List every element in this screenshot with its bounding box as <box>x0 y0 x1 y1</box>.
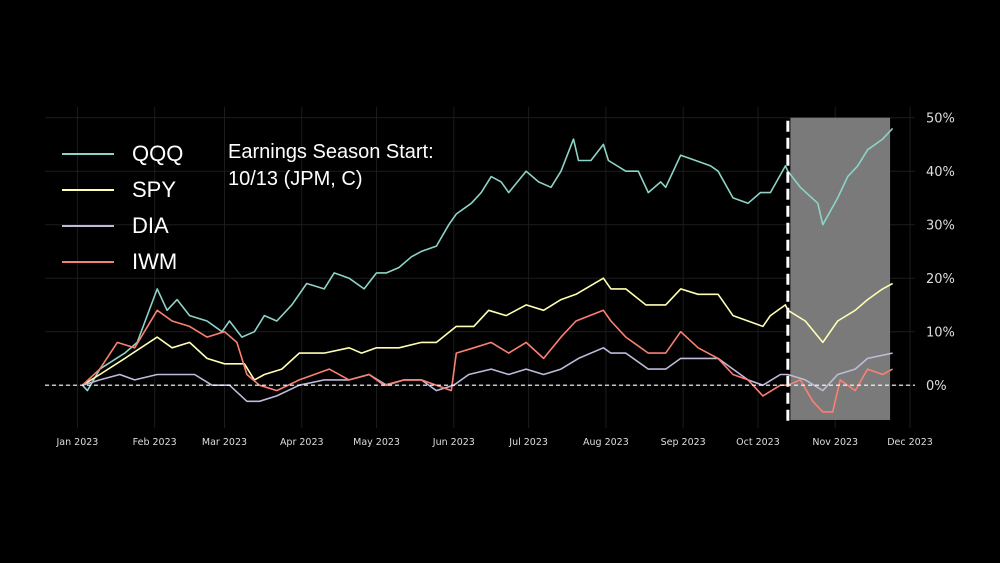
series-line-iwm <box>81 309 893 413</box>
y-tick-label: 40% <box>926 165 955 180</box>
legend-item-iwm: IWM <box>62 244 183 280</box>
x-axis: Jan 2023 Feb 2023 Mar 2023 Apr 2023 May 2023… <box>55 437 932 448</box>
earnings-season-shaded-region <box>790 117 891 420</box>
legend-swatch <box>62 153 114 155</box>
x-tick-label: Nov 2023 <box>812 437 858 448</box>
x-tick-label: Sep 2023 <box>661 437 706 448</box>
annotation: Earnings Season Start: 10/13 (JPM, C) <box>228 139 434 193</box>
legend-label: QQQ <box>132 141 184 166</box>
x-tick-label: Mar 2023 <box>202 437 247 448</box>
x-tick-label: Jun 2023 <box>432 437 475 448</box>
y-tick-label: 0% <box>926 379 947 394</box>
annotation-line-1: Earnings Season Start: <box>228 141 434 163</box>
reference-lines <box>45 120 915 422</box>
x-tick-label: Jul 2023 <box>508 437 548 448</box>
x-tick-label: Oct 2023 <box>736 437 780 448</box>
x-tick-label: May 2023 <box>353 437 400 448</box>
legend-item-qqq: QQQ <box>62 136 183 172</box>
series-line-qqq <box>81 127 894 392</box>
legend-label: IWM <box>132 249 178 274</box>
legend-item-dia: DIA <box>62 208 183 244</box>
x-tick-label: Apr 2023 <box>280 437 324 448</box>
shaded-region-layer <box>790 117 891 420</box>
legend-item-spy: SPY <box>62 172 183 208</box>
x-tick-label: Feb 2023 <box>133 437 177 448</box>
y-tick-label: 20% <box>926 272 955 287</box>
annotation-line-2: 10/13 (JPM, C) <box>228 168 363 190</box>
legend-label: DIA <box>132 213 169 238</box>
legend-label: SPY <box>132 177 177 202</box>
y-axis: 0% 10% 20% 30% 40% 50% <box>926 112 955 395</box>
y-tick-label: 10% <box>926 326 955 341</box>
legend-swatch <box>62 189 114 191</box>
x-tick-label: Dec 2023 <box>887 437 933 448</box>
legend-swatch <box>62 261 114 263</box>
y-tick-label: 50% <box>926 112 955 127</box>
x-tick-label: Aug 2023 <box>583 437 629 448</box>
y-tick-label: 30% <box>926 219 955 234</box>
legend: QQQ SPY DIA IWM <box>62 136 183 280</box>
x-tick-label: Jan 2023 <box>55 437 98 448</box>
legend-swatch <box>62 225 114 227</box>
